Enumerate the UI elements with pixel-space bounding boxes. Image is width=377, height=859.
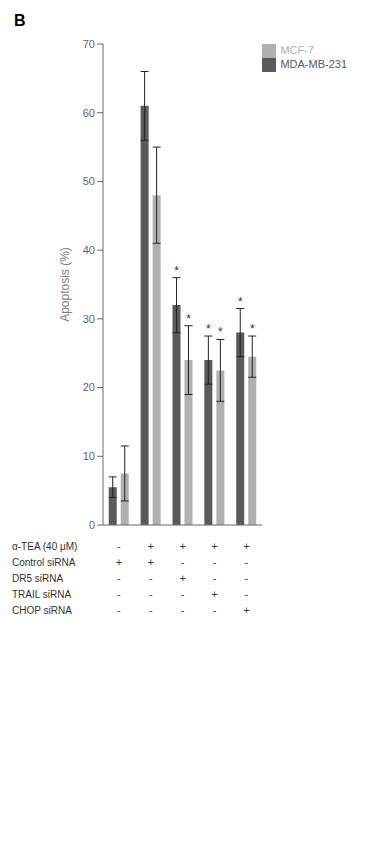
html-text:B: B [14, 12, 26, 29]
svg-text:40: 40 [83, 244, 95, 256]
svg-text:-: - [213, 572, 217, 584]
svg-text:DR5 siRNA: DR5 siRNA [12, 573, 63, 584]
svg-text:70: 70 [83, 38, 95, 50]
svg-text:Control siRNA: Control siRNA [12, 557, 76, 568]
svg-text:-: - [213, 556, 217, 568]
svg-text:-: - [149, 604, 153, 616]
svg-text:+: + [211, 588, 217, 600]
svg-text:CHOP siRNA: CHOP siRNA [12, 605, 72, 616]
svg-text:+: + [179, 540, 185, 552]
html-text:MDA-MB-231: MDA-MB-231 [280, 58, 347, 71]
svg-text:*: * [218, 325, 223, 339]
svg-text:+: + [148, 556, 154, 568]
svg-text:30: 30 [83, 313, 95, 325]
svg-text:-: - [181, 588, 185, 600]
svg-text:+: + [179, 572, 185, 584]
svg-text:-: - [213, 604, 217, 616]
svg-text:-: - [117, 588, 121, 600]
svg-text:-: - [181, 556, 185, 568]
svg-text:10: 10 [83, 450, 95, 462]
svg-text:*: * [186, 312, 191, 326]
svg-text:-: - [117, 572, 121, 584]
svg-text:*: * [174, 264, 179, 278]
svg-text:-: - [245, 556, 249, 568]
svg-text:TRAIL siRNA: TRAIL siRNA [12, 589, 71, 600]
svg-text:20: 20 [83, 381, 95, 393]
svg-text:-: - [117, 604, 121, 616]
svg-text:+: + [243, 540, 249, 552]
svg-text:+: + [211, 540, 217, 552]
svg-text:-: - [181, 604, 185, 616]
svg-text:50: 50 [83, 175, 95, 187]
svg-text:*: * [250, 322, 255, 336]
svg-text:0: 0 [89, 519, 95, 531]
svg-text:-: - [117, 540, 121, 552]
svg-text:*: * [206, 322, 211, 336]
svg-text:60: 60 [83, 107, 95, 119]
svg-text:+: + [148, 540, 154, 552]
svg-text:α-TEA (40 μM): α-TEA (40 μM) [12, 541, 77, 552]
html-text:MCF-7: MCF-7 [280, 44, 314, 56]
svg-text:-: - [245, 588, 249, 600]
svg-text:*: * [238, 295, 243, 309]
svg-text:-: - [149, 572, 153, 584]
svg-text:Apoptosis (%): Apoptosis (%) [58, 247, 72, 322]
svg-text:+: + [243, 604, 249, 616]
svg-text:-: - [245, 572, 249, 584]
svg-text:+: + [116, 556, 122, 568]
svg-text:-: - [149, 588, 153, 600]
